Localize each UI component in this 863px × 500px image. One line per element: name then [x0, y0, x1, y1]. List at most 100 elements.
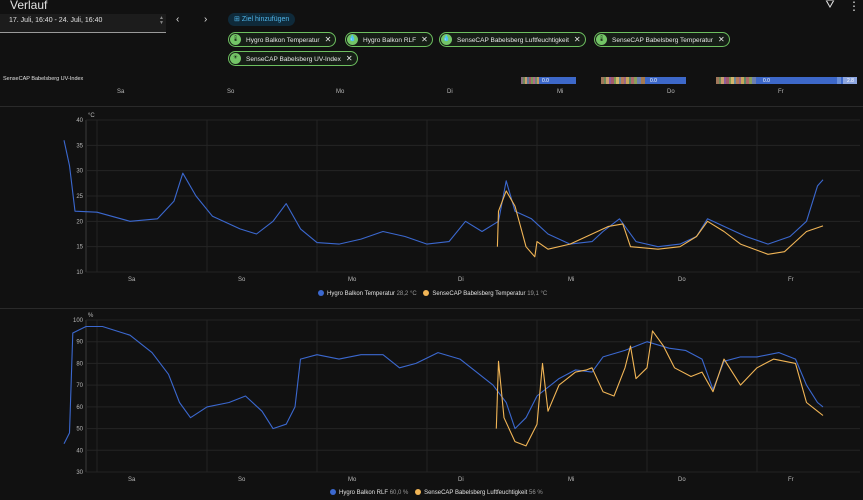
y-tick-label: 90 [76, 340, 83, 346]
uv-timeline-segment[interactable]: 0.0 [521, 77, 576, 84]
temperature-legend: Hygro Balkon Temperatur 28,2 °C SenseCAP… [318, 290, 547, 297]
chip-remove-icon[interactable]: ✕ [573, 35, 581, 44]
timeline-day-label: Sa [117, 89, 125, 95]
x-tick-label: So [238, 477, 246, 483]
x-tick-label: Mi [568, 477, 574, 483]
y-tick-label: 35 [76, 143, 83, 149]
x-tick-label: Sa [128, 277, 136, 283]
date-range-field[interactable]: 17. Juli, 16:40 - 24. Juli, 16:40 ▲ ▼ [0, 14, 166, 33]
legend-current-value: 56 % [529, 490, 543, 496]
legend-series-name: SenseCAP Babelsberg Luftfeuchtigkeit [424, 490, 528, 496]
x-tick-label: Fr [788, 477, 794, 483]
x-tick-label: So [238, 277, 246, 283]
x-tick-label: Fr [788, 277, 794, 283]
uv-timeline-label: SenseCAP Babelsberg UV-Index [3, 76, 84, 82]
timeline-day-label: Mo [336, 89, 345, 95]
date-stepper-icon[interactable]: ▲ ▼ [159, 15, 164, 26]
x-tick-label: Do [678, 477, 686, 483]
chip-sensecap-temperatur[interactable]: 🌡 SenseCAP Babelsberg Temperatur ✕ [594, 32, 730, 47]
legend-series-name: Hygro Balkon RLF [339, 490, 389, 496]
series-line [496, 190, 824, 258]
water-percent-icon: 💧 [441, 34, 452, 45]
chip-remove-icon[interactable]: ✕ [345, 54, 353, 63]
humidity-legend: Hygro Balkon RLF 60,0 % SenseCAP Babelsb… [330, 489, 543, 496]
legend-current-value: 19,1 °C [527, 291, 548, 297]
chip-label: Hygro Balkon RLF [363, 37, 417, 44]
sun-icon: ☀ [230, 53, 241, 64]
chip-remove-icon[interactable]: ✕ [324, 35, 332, 44]
series-line [495, 330, 824, 447]
series-line [63, 325, 824, 445]
legend-item[interactable]: Hygro Balkon RLF 60,0 % [330, 489, 408, 496]
uv-timeline-segment[interactable]: 0.0 [601, 77, 686, 84]
legend-series-name: SenseCAP Babelsberg Temperatur [432, 291, 526, 297]
chip-remove-icon[interactable]: ✕ [421, 35, 428, 44]
legend-dot [423, 290, 430, 296]
chip-remove-icon[interactable]: ✕ [717, 35, 725, 44]
x-tick-label: Di [458, 277, 464, 283]
thermometer-icon: 🌡 [230, 34, 241, 45]
y-tick-label: 15 [76, 245, 83, 251]
temperature-chart[interactable]: 10 15 20 25 30 35 40 °C Sa So Mo Di Mi Do Fr [0, 108, 863, 303]
uv-value-label: 2.8 [847, 78, 854, 84]
x-tick-label: Di [458, 477, 464, 483]
humidity-chart[interactable]: 30 40 50 60 70 80 90 100% Sa So Mo Di Mi Do Fr [0, 310, 863, 488]
more-vert-icon[interactable]: ⋮ [848, 0, 860, 13]
uv-value-label: 0.0 [650, 78, 657, 84]
x-tick-label: Mo [348, 477, 357, 483]
timeline-day-label: So [227, 89, 235, 95]
legend-item[interactable]: SenseCAP Babelsberg Temperatur 19,1 °C [423, 290, 548, 297]
thermometer-icon: 🌡 [596, 34, 607, 45]
section-divider [0, 308, 863, 309]
y-unit-label: % [88, 313, 94, 319]
x-tick-label: Do [678, 277, 686, 283]
x-tick-label: Mi [568, 277, 574, 283]
uv-value-label: 0.0 [763, 78, 770, 84]
chip-sensecap-luftfeuchtigkeit[interactable]: 💧 SenseCAP Babelsberg Luftfeuchtigkeit ✕ [439, 32, 586, 47]
next-period-icon[interactable]: › [204, 14, 208, 25]
y-tick-label: 25 [76, 194, 83, 200]
x-tick-label: Mo [348, 277, 357, 283]
timeline-day-label: Fr [778, 89, 784, 95]
chip-label: SenseCAP Babelsberg UV-Index [246, 56, 341, 63]
y-tick-label: 100 [73, 318, 84, 324]
y-tick-label: 30 [76, 169, 83, 175]
add-target-label: Ziel hinzufügen [241, 16, 290, 23]
y-tick-label: 80 [76, 361, 83, 367]
y-tick-label: 10 [76, 270, 83, 276]
y-tick-label: 40 [76, 448, 83, 454]
y-tick-label: 30 [76, 470, 83, 476]
y-tick-label: 40 [76, 118, 83, 124]
chip-sensecap-uv-index[interactable]: ☀ SenseCAP Babelsberg UV-Index ✕ [228, 51, 358, 66]
y-tick-label: 50 [76, 427, 83, 433]
chip-label: SenseCAP Babelsberg Temperatur [612, 37, 713, 44]
app-header: Verlauf ⛛ ⋮ [0, 0, 863, 14]
series-line [63, 140, 824, 248]
timeline-day-label: Di [447, 89, 453, 95]
date-range-value: 17. Juli, 16:40 - 24. Juli, 16:40 [9, 17, 103, 24]
chip-label: Hygro Balkon Temperatur [246, 37, 320, 44]
timeline-day-label: Mi [557, 89, 564, 95]
chip-label: SenseCAP Babelsberg Luftfeuchtigkeit [457, 37, 569, 44]
legend-current-value: 28,2 °C [396, 291, 417, 297]
legend-dot [415, 489, 422, 495]
legend-item[interactable]: Hygro Balkon Temperatur 28,2 °C [318, 290, 417, 297]
legend-item[interactable]: SenseCAP Babelsberg Luftfeuchtigkeit 56 … [415, 489, 543, 496]
previous-period-icon[interactable]: ‹ [176, 14, 180, 25]
page-title: Verlauf [10, 0, 48, 12]
x-tick-label: Sa [128, 477, 136, 483]
uv-value-label: 0.0 [542, 78, 549, 84]
uv-timeline-segment[interactable]: 0.0 2.8 [716, 77, 857, 84]
chip-hygro-balkon-rlf[interactable]: 💧 Hygro Balkon RLF ✕ [345, 32, 433, 47]
legend-series-name: Hygro Balkon Temperatur [327, 291, 395, 297]
filter-remove-icon[interactable]: ⛛ [825, 0, 835, 11]
water-percent-icon: 💧 [347, 34, 358, 45]
legend-dot [318, 290, 324, 296]
add-target-button[interactable]: ⊞ Ziel hinzufügen [228, 13, 296, 26]
y-unit-label: °C [88, 113, 95, 119]
add-target-icon: ⊞ [234, 16, 242, 23]
chip-hygro-balkon-temperatur[interactable]: 🌡 Hygro Balkon Temperatur ✕ [228, 32, 337, 47]
section-divider [0, 106, 863, 107]
timeline-day-label: Do [667, 89, 675, 95]
y-tick-label: 70 [76, 383, 83, 389]
